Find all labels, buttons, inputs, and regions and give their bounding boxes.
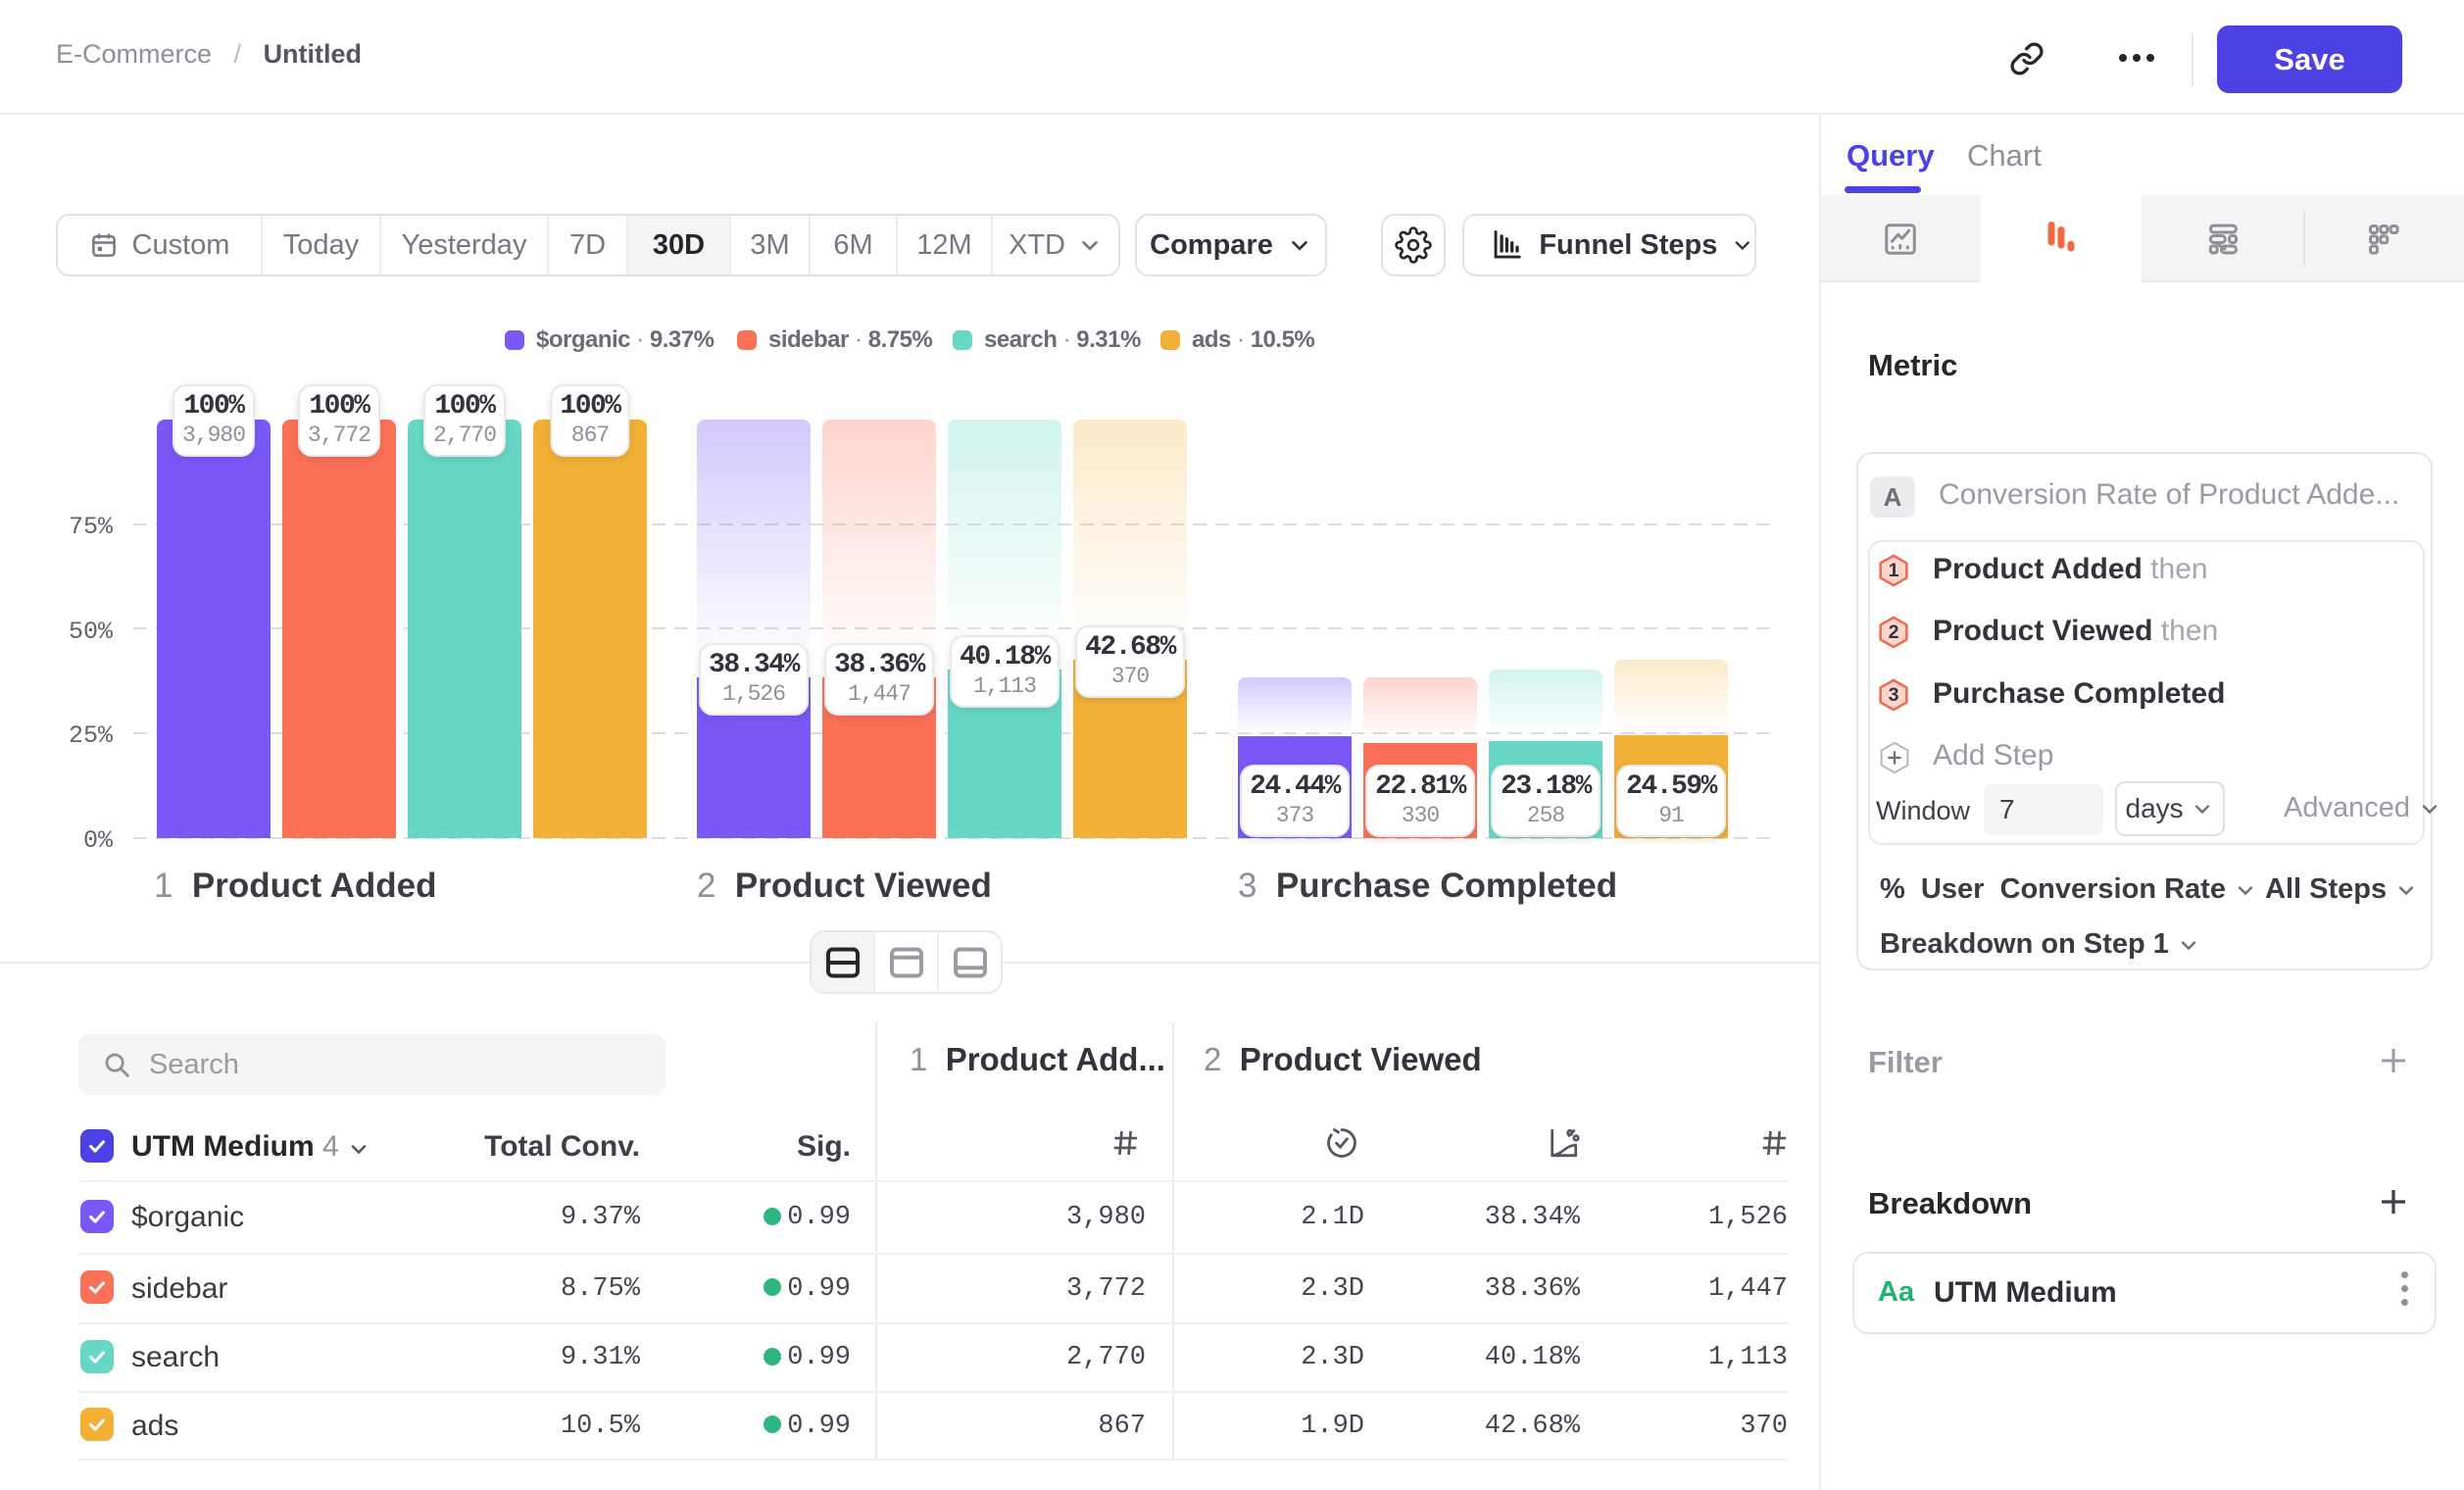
- svg-text:3: 3: [1889, 684, 1899, 706]
- svg-text:1: 1: [1889, 560, 1899, 581]
- svg-text:2: 2: [1889, 621, 1899, 643]
